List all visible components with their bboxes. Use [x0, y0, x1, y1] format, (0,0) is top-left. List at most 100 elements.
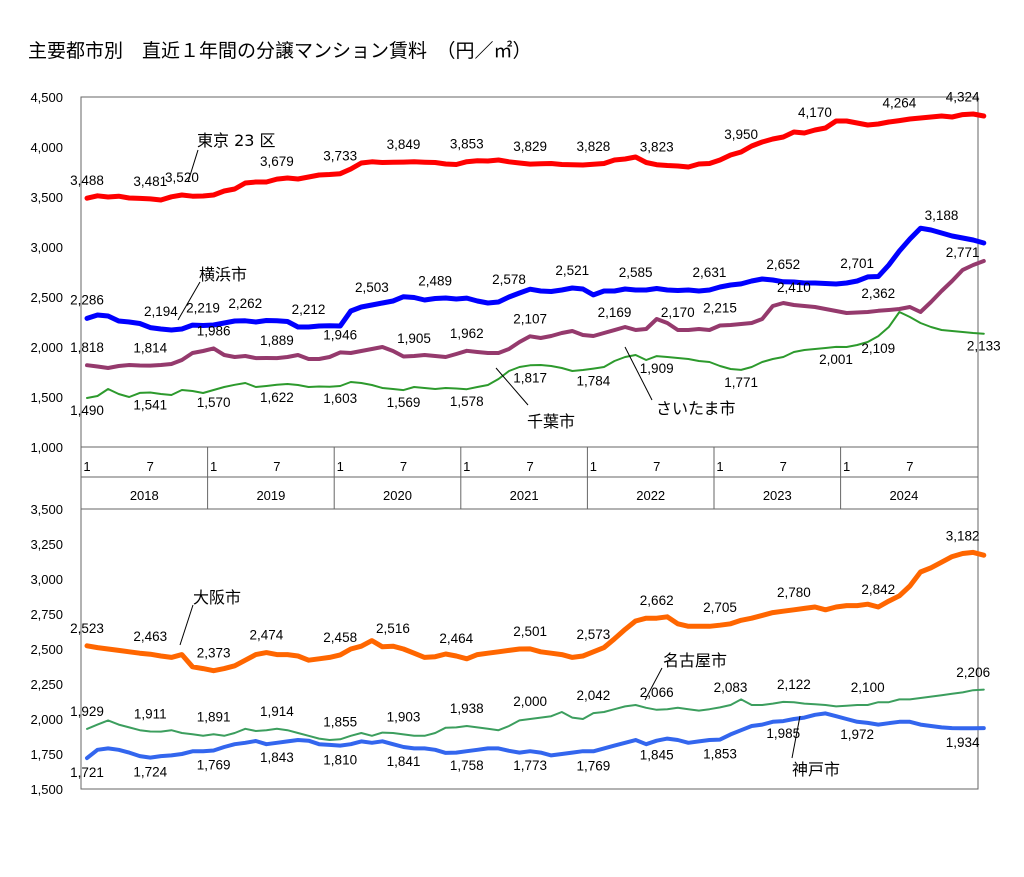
callout-osaka: 大阪市 — [179, 588, 241, 646]
data-label: 1,909 — [640, 361, 674, 376]
top-y-tick-label: 4,000 — [30, 140, 63, 155]
data-label: 1,817 — [513, 370, 547, 385]
data-label: 2,194 — [144, 304, 178, 319]
data-label: 2,262 — [228, 296, 262, 311]
data-label: 2,212 — [292, 302, 326, 317]
data-label: 2,463 — [133, 629, 167, 644]
data-label: 1,855 — [323, 714, 357, 729]
top-series-line-3 — [86, 311, 985, 399]
data-label: 2,701 — [840, 256, 874, 271]
data-label: 2,042 — [577, 688, 611, 703]
series-name-chiba: 千葉市 — [527, 412, 575, 431]
data-label: 2,771 — [946, 245, 980, 260]
data-label: 3,829 — [513, 139, 547, 154]
data-label: 1,758 — [450, 758, 484, 773]
data-label: 2,373 — [197, 646, 231, 661]
series-name-osaka: 大阪市 — [193, 588, 241, 607]
data-label: 2,780 — [777, 585, 811, 600]
data-label: 3,849 — [387, 137, 421, 152]
bottom-y-tick-label: 1,500 — [30, 782, 63, 797]
series-name-saitama: さいたま市 — [656, 399, 736, 418]
data-label: 2,523 — [70, 621, 104, 636]
data-label: 2,000 — [513, 694, 547, 709]
top-y-tick-label: 2,500 — [30, 290, 63, 305]
bottom-plot-frame — [80, 508, 979, 790]
data-label: 1,773 — [513, 758, 547, 773]
callout-tokyo: 東京 23 区 — [187, 131, 276, 183]
data-label: 2,842 — [861, 582, 895, 597]
data-label: 2,410 — [777, 280, 811, 295]
series-name-kobe: 神戸市 — [792, 760, 840, 779]
data-label: 3,188 — [925, 208, 959, 223]
callout-kobe: 神戸市 — [791, 715, 840, 779]
data-label: 1,569 — [387, 395, 421, 410]
data-label: 1,603 — [323, 391, 357, 406]
data-label: 1,769 — [197, 758, 231, 773]
data-label: 3,853 — [450, 137, 484, 152]
series-name-tokyo: 東京 23 区 — [197, 131, 276, 150]
callout-nagoya: 名古屋市 — [644, 651, 727, 701]
month-tick-label: 1 — [210, 459, 217, 474]
data-label: 2,219 — [186, 301, 220, 316]
bottom-series-line-1 — [86, 688, 985, 741]
data-label: 3,520 — [165, 170, 199, 185]
data-label: 2,662 — [640, 593, 674, 608]
data-label: 2,705 — [703, 600, 737, 615]
x-axis-labels: 1 7 2018 1 7 2019 1 7 2020 1 7 2021 1 7 2022 1 7 2023 1 7 20… — [83, 447, 918, 509]
top-y-tick-label: 2,000 — [30, 340, 63, 355]
data-label: 2,464 — [439, 631, 473, 646]
data-label: 1,810 — [323, 753, 357, 768]
data-label: 1,911 — [134, 706, 167, 721]
data-label: 2,122 — [777, 677, 811, 692]
top-y-axis: 1,000 1,500 2,000 2,500 3,000 3,500 4,000 4,500 — [30, 90, 63, 455]
top-y-tick-label: 1,500 — [30, 390, 63, 405]
data-label: 2,578 — [492, 272, 526, 287]
month-tick-label: 7 — [273, 459, 280, 474]
data-label: 2,516 — [376, 621, 410, 636]
top-series-line-2 — [85, 259, 986, 370]
bottom-y-tick-label: 2,250 — [30, 677, 63, 692]
data-label: 1,578 — [450, 394, 484, 409]
data-label: 1,724 — [133, 765, 167, 780]
data-label: 2,362 — [861, 286, 895, 301]
callout-yokohama: 横浜市 — [177, 265, 247, 321]
data-label: 1,490 — [70, 403, 104, 418]
bottom-y-tick-label: 2,000 — [30, 712, 63, 727]
data-label: 2,001 — [819, 352, 853, 367]
year-label: 2022 — [636, 488, 665, 503]
month-tick-label: 1 — [716, 459, 723, 474]
data-label: 2,573 — [577, 627, 611, 642]
data-label: 1,843 — [260, 750, 294, 765]
top-y-tick-label: 3,000 — [30, 240, 63, 255]
bottom-y-tick-label: 2,500 — [30, 642, 63, 657]
data-label: 1,570 — [197, 395, 231, 410]
data-label: 3,182 — [946, 529, 980, 544]
chart-title: 主要都市別 直近１年間の分譲マンション賃料 （円／㎡） — [28, 40, 532, 62]
data-label: 2,503 — [355, 280, 389, 295]
data-label: 1,903 — [387, 709, 421, 724]
month-tick-label: 1 — [337, 459, 344, 474]
data-label: 1,905 — [397, 331, 431, 346]
data-label: 1,972 — [840, 727, 874, 742]
data-label: 1,914 — [260, 704, 294, 719]
data-label: 1,938 — [450, 701, 484, 716]
top-y-tick-label: 4,500 — [30, 90, 63, 105]
data-label: 2,215 — [703, 301, 737, 316]
data-label: 2,489 — [418, 274, 452, 289]
bottom-series-group — [84, 549, 987, 761]
data-label: 1,841 — [387, 754, 421, 769]
top-series-line-0 — [84, 111, 987, 203]
bottom-y-axis: 1,500 1,750 2,000 2,250 2,500 2,750 3,000 3,250… — [30, 502, 63, 797]
data-label: 1,622 — [260, 390, 294, 405]
bottom-y-tick-label: 3,250 — [30, 537, 63, 552]
data-label: 1,934 — [946, 735, 980, 750]
month-tick-label: 7 — [400, 459, 407, 474]
data-label: 2,107 — [513, 311, 547, 326]
year-label: 2018 — [130, 488, 159, 503]
year-label: 2020 — [383, 488, 412, 503]
data-label: 1,784 — [577, 374, 611, 389]
month-tick-label: 7 — [526, 459, 533, 474]
year-label: 2024 — [889, 488, 918, 503]
month-tick-label: 7 — [147, 459, 154, 474]
